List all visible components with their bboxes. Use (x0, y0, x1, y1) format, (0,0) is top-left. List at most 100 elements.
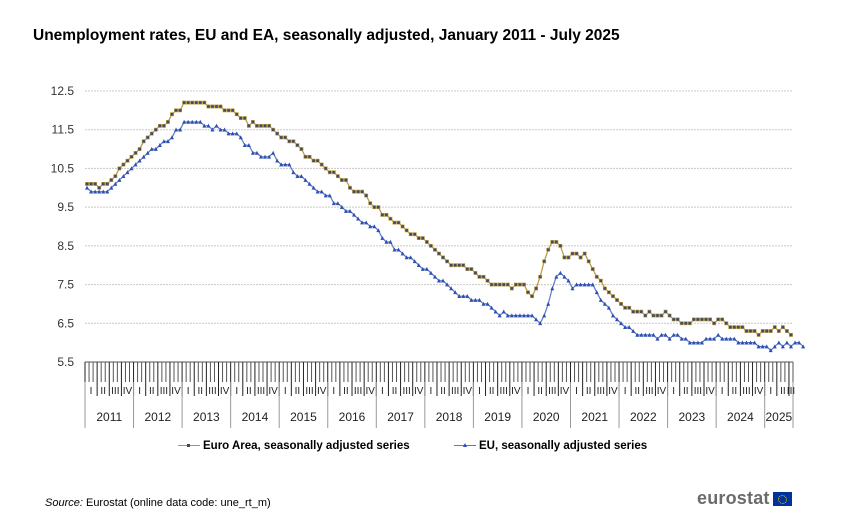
year-label: 2015 (290, 410, 317, 424)
year-label: 2019 (484, 410, 511, 424)
y-tick-label: 6.5 (57, 316, 74, 330)
eu-point (752, 340, 757, 345)
euro-area-point (145, 135, 150, 140)
eu-point (497, 313, 502, 318)
eu-point (275, 158, 280, 163)
eu-point (546, 301, 551, 306)
eu-point (315, 189, 320, 194)
quarter-label: I (624, 386, 627, 397)
quarter-label: II (149, 386, 155, 397)
source-text: Eurostat (online data code: une_rt_m) (82, 497, 271, 509)
eu-point (428, 270, 433, 275)
euro-area-point (372, 205, 377, 210)
eu-point (214, 123, 219, 128)
eu-point (149, 146, 154, 151)
eu-point (432, 274, 437, 279)
euro-area-point (368, 201, 373, 206)
legend-item-eu[interactable]: EU, seasonally adjusted series (454, 440, 647, 452)
euro-area-point (198, 100, 203, 105)
euro-area-point (732, 325, 737, 330)
euro-area-point (129, 154, 134, 159)
euro-area-point (178, 108, 182, 113)
quarter-label: II (634, 386, 640, 397)
euro-area-point (740, 325, 745, 330)
year-label: 2020 (533, 410, 560, 424)
eu-point (493, 309, 498, 314)
euro-area-point (109, 178, 114, 182)
eu-point (125, 170, 130, 175)
euro-area-point (307, 154, 312, 159)
eu-point (639, 332, 644, 337)
euro-area-point (388, 216, 393, 221)
quarter-label: II (440, 386, 446, 397)
quarter-label: IV (608, 386, 618, 397)
eu-point (441, 278, 446, 283)
eu-point (465, 293, 470, 298)
quarter-label: IV (171, 386, 181, 397)
euro-area-point (554, 240, 559, 244)
eu-point (141, 154, 146, 159)
euro-area-point (344, 178, 348, 182)
eu-point (582, 282, 587, 287)
euro-area-point (340, 178, 344, 182)
eu-point (505, 313, 510, 318)
eu-point (287, 162, 292, 167)
euro-area-point (582, 251, 587, 256)
euro-area-point (643, 313, 648, 318)
euro-area-point (578, 255, 583, 260)
quarter-label: III (597, 386, 605, 397)
euro-area-point (125, 158, 130, 163)
eu-point (643, 332, 648, 337)
eu-point (412, 259, 417, 264)
quarter-label: III (160, 386, 168, 397)
euro-area-point (271, 127, 276, 132)
euro-area-point (190, 100, 195, 105)
eu-point (797, 340, 802, 345)
euro-area-point (602, 286, 607, 291)
legend-item-euro-area[interactable]: Euro Area, seasonally adjusted series (178, 440, 410, 452)
euro-area-point (647, 309, 652, 314)
euro-area-point (133, 151, 138, 155)
eu-point (526, 313, 531, 318)
chart-title: Unemployment rates, EU and EA, seasonall… (33, 27, 620, 44)
year-label: 2014 (242, 410, 269, 424)
euro-area-point (457, 263, 462, 268)
euro-area-point (679, 321, 684, 326)
eu-point (267, 154, 272, 159)
eu-point (594, 290, 599, 295)
eu-point (740, 340, 745, 345)
quarter-label: I (235, 386, 238, 397)
quarter-label: II (683, 386, 689, 397)
quarter-label: III (257, 386, 265, 397)
quarter-label: III (742, 386, 750, 397)
euro-area-point (671, 317, 676, 322)
eu-point (368, 224, 373, 229)
quarter-label: II (732, 386, 738, 397)
euro-area-point (360, 189, 365, 194)
euro-area-point (497, 282, 502, 287)
legend-swatch-eu-icon (454, 442, 476, 450)
euro-area-point (250, 120, 255, 124)
euro-area-point (222, 108, 227, 113)
euro-area-point (279, 135, 284, 140)
eu-point (610, 313, 615, 318)
euro-area-point (489, 282, 494, 287)
quarter-label: I (381, 386, 384, 397)
eu-point (194, 119, 199, 124)
euro-area-point (538, 274, 543, 279)
eu-point (712, 336, 717, 341)
quarter-label: III (645, 386, 653, 397)
euro-area-point (364, 193, 369, 198)
eu-point (558, 270, 563, 275)
euro-area-point (704, 317, 708, 322)
euro-area-point (748, 329, 753, 333)
eu-point (631, 328, 636, 333)
euro-area-point (166, 120, 170, 124)
euro-area-point (631, 309, 636, 314)
euro-area-point (267, 123, 271, 128)
eu-point (509, 313, 514, 318)
euro-area-point (720, 317, 725, 322)
eu-point (352, 212, 357, 217)
euro-area-point (461, 263, 466, 268)
euro-area-point (607, 290, 611, 295)
